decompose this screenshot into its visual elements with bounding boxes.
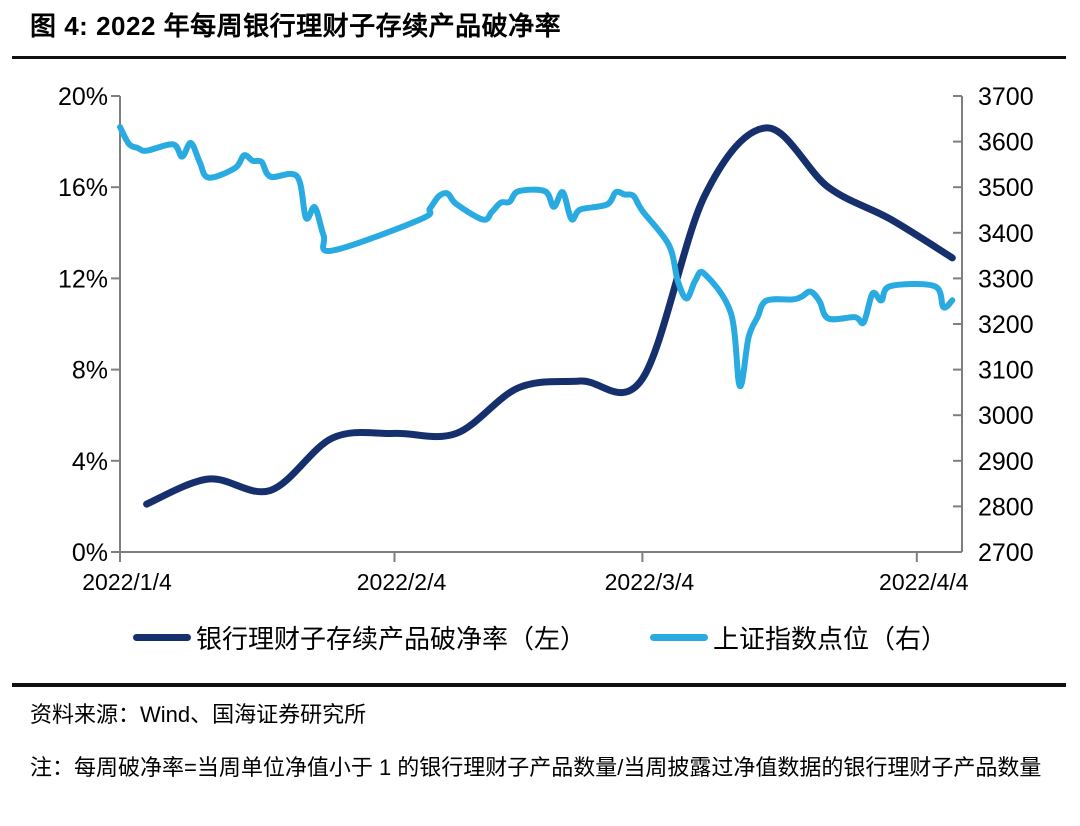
y-right-tick-label: 3600 xyxy=(978,128,1034,156)
rate-line-swatch xyxy=(132,634,191,642)
footer-rule xyxy=(12,682,1066,687)
chart-legend: 银行理财子存续产品破净率（左） 上证指数点位（右） xyxy=(0,617,1080,659)
y-left-tick-label: 4% xyxy=(72,448,108,476)
y-right-tick-label: 2900 xyxy=(978,448,1034,476)
y-right-tick-label: 3200 xyxy=(978,311,1034,339)
rate-line-label: 银行理财子存续产品破净率（左） xyxy=(195,624,586,655)
legend-entry-rate: 银行理财子存续产品破净率（左） xyxy=(132,619,586,656)
source-text: 资料来源：Wind、国海证券研究所 xyxy=(30,701,367,727)
x-axis-tick-label: 2022/4/4 xyxy=(879,569,969,595)
legend-entry-index: 上证指数点位（右） xyxy=(650,619,947,656)
x-axis-tick-label: 2022/1/4 xyxy=(82,569,172,595)
x-axis-tick-label: 2022/2/4 xyxy=(357,569,447,595)
index-line-label: 上证指数点位（右） xyxy=(713,624,948,655)
figure-title: 图 4: 2022 年每周银行理财子存续产品破净率 xyxy=(30,11,562,41)
y-right-tick-label: 2700 xyxy=(978,539,1034,567)
y-right-tick-label: 3500 xyxy=(978,174,1034,202)
title-rule xyxy=(12,55,1066,59)
note-text: 注：每周破净率=当周单位净值小于 1 的银行理财子产品数量/当周披露过净值数据的… xyxy=(30,755,1042,781)
y-left-tick-label: 8% xyxy=(72,356,108,384)
y-left-tick-label: 20% xyxy=(58,83,108,111)
chart-area: 0% 4% 8% 12% 16% 20% 2700 2800 2900 3000 3100 3200 3… xyxy=(0,59,1080,617)
x-axis-tick-label: 2022/3/4 xyxy=(605,569,695,595)
y-right-tick-label: 2800 xyxy=(978,493,1034,521)
y-right-tick-label: 3300 xyxy=(978,265,1034,293)
rate-series-line xyxy=(143,124,956,508)
y-left-tick-label: 16% xyxy=(58,174,108,202)
y-right-tick-label: 3100 xyxy=(978,356,1034,384)
index-line-swatch xyxy=(650,634,708,642)
y-right-tick-label: 3400 xyxy=(978,220,1034,248)
index-series-line xyxy=(117,123,956,389)
y-right-tick-label: 3000 xyxy=(978,402,1034,430)
y-left-tick-label: 12% xyxy=(58,265,108,293)
y-left-tick-label: 0% xyxy=(72,539,108,567)
chart-svg: 0% 4% 8% 12% 16% 20% 2700 2800 2900 3000 3100 3200 3… xyxy=(58,83,1034,595)
y-right-tick-label: 3700 xyxy=(978,83,1034,111)
